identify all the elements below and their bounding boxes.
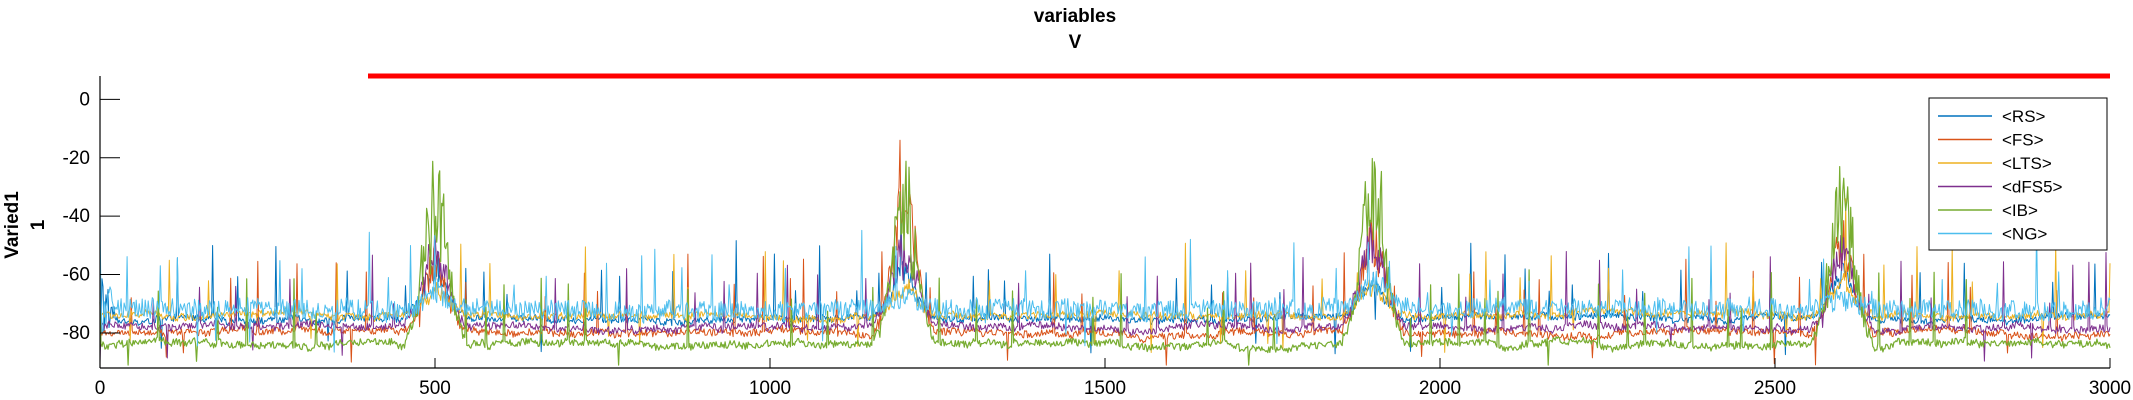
- x-tick-label: 1500: [1084, 378, 1126, 399]
- chart-title: variables: [1034, 6, 1116, 27]
- y-tick-label: -40: [63, 206, 90, 227]
- x-tick-label: 500: [419, 378, 451, 399]
- x-tick-label: 2500: [1754, 378, 1796, 399]
- legend-label: <LTS>: [2002, 154, 2052, 173]
- x-tick-label: 1000: [749, 378, 791, 399]
- y-tick-label: -80: [63, 323, 90, 344]
- legend-items: <RS> <FS> <LTS> <dFS5> <IB> <NG>: [1938, 107, 2063, 244]
- legend-label: <NG>: [2002, 225, 2047, 244]
- series-layer: [99, 139, 2111, 366]
- y-axis-label-secondary: 1: [28, 219, 49, 230]
- series-line: [99, 211, 2111, 356]
- legend-label: <RS>: [2002, 107, 2046, 126]
- series-line: [99, 157, 2111, 366]
- chart-subtitle: V: [1069, 32, 1082, 53]
- y-tick-label: 0: [79, 89, 90, 110]
- x-tick-label: 3000: [2089, 378, 2131, 399]
- series-line: [99, 198, 2111, 353]
- legend-box: [1928, 97, 2108, 251]
- legend-label: <FS>: [2002, 131, 2044, 150]
- y-axis-label: Varied1: [2, 191, 23, 259]
- series-line: [99, 214, 2111, 353]
- axes: 0 500 1000 1500 2000 2500 3000 0 -20 -40 -60 -80: [63, 76, 2131, 399]
- legend: <RS> <FS> <LTS> <dFS5> <IB> <NG>: [1928, 97, 2108, 251]
- x-tick-label: 0: [95, 378, 106, 399]
- legend-label: <dFS5>: [2002, 178, 2063, 197]
- y-tick-label: -20: [63, 148, 90, 169]
- legend-label: <IB>: [2002, 201, 2038, 220]
- y-tick-label: -60: [63, 265, 90, 286]
- series-line: [99, 221, 2111, 362]
- x-tick-label: 2000: [1419, 378, 1461, 399]
